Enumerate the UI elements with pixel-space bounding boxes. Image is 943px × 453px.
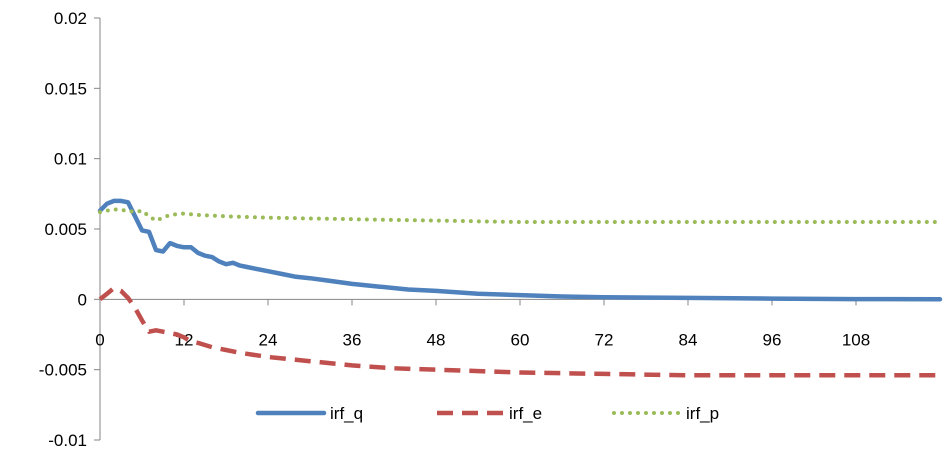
series-line-irf-p	[98, 207, 942, 224]
legend-label-irf-p: irf_p	[686, 404, 719, 423]
x-axis: 0 12 24 36 48 60 72 84 96 108	[95, 298, 940, 349]
x-tick-label: 36	[343, 330, 362, 349]
y-tick-label: 0.015	[44, 79, 87, 98]
y-axis: 0.02 0.015 0.01 0.005 0 -0.005 -0.01	[39, 9, 101, 450]
legend-label-irf-q: irf_q	[330, 404, 363, 423]
y-tick-label: 0.005	[44, 220, 87, 239]
y-tick-label: 0.02	[54, 9, 87, 28]
x-tick-label: 84	[679, 330, 698, 349]
x-tick-label: 72	[595, 330, 614, 349]
legend: irf_q irf_e irf_p	[255, 404, 719, 423]
x-tick-label: 48	[427, 330, 446, 349]
series-line-irf-e	[98, 285, 940, 378]
x-tick-label: 0	[95, 330, 104, 349]
y-tick-label: -0.005	[39, 361, 87, 380]
y-tick-label: 0	[78, 290, 87, 309]
y-tick-label: 0.01	[54, 150, 87, 169]
x-tick-label: 60	[511, 330, 530, 349]
series-line-irf-q	[97, 198, 943, 302]
series-lines	[97, 198, 943, 378]
y-tick-label: -0.01	[48, 431, 87, 450]
x-tick-label: 96	[763, 330, 782, 349]
x-tick-label: 108	[842, 330, 870, 349]
legend-label-irf-e: irf_e	[509, 404, 542, 423]
x-tick-label: 24	[259, 330, 278, 349]
